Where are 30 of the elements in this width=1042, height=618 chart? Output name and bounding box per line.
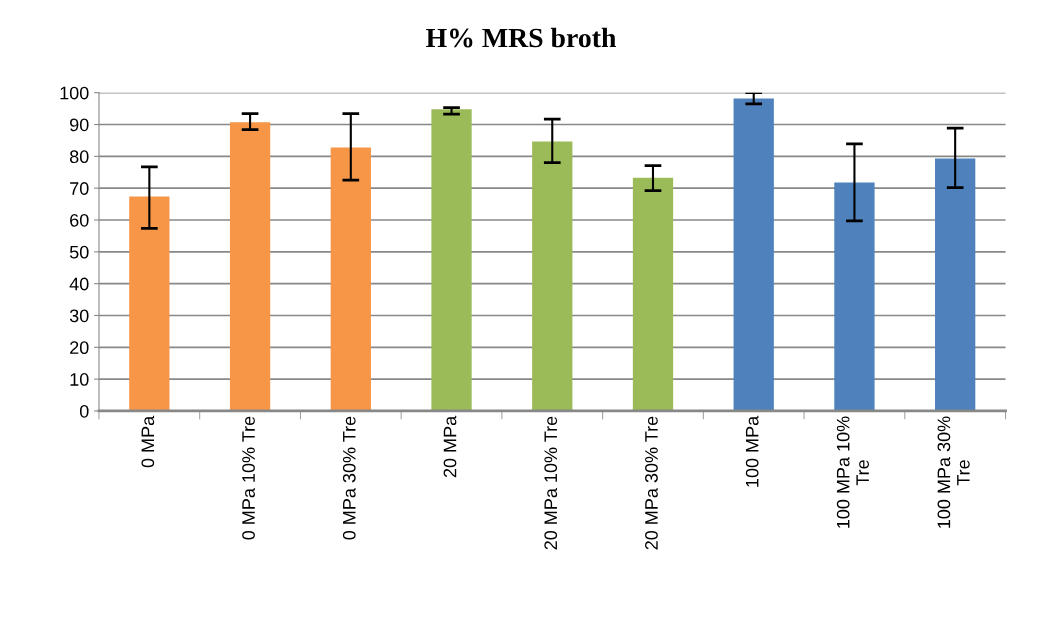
y-tick-label: 50 xyxy=(69,245,89,259)
bar xyxy=(129,196,170,411)
bar xyxy=(431,109,472,411)
bar xyxy=(632,177,674,411)
x-tick-label: 100 MPa xyxy=(745,415,759,487)
bar xyxy=(532,141,573,411)
bar xyxy=(834,182,875,411)
x-tick-label: 0 MPa 30% Tre xyxy=(342,416,356,540)
y-tick-label: 10 xyxy=(70,373,89,386)
x-tick-label: 100 MPa 10% Tre xyxy=(836,416,870,528)
bar xyxy=(935,158,976,411)
y-tick-label: 30 xyxy=(69,309,89,323)
y-tick-label: 0 xyxy=(79,404,89,418)
y-tick-label: 80 xyxy=(69,150,89,164)
y-tick-label: 90 xyxy=(70,118,89,132)
chart-title: H% MRS broth xyxy=(426,27,617,48)
x-tick-label: 20 MPa 10% Tre xyxy=(544,416,558,550)
x-tick-label: 0 MPa 10% Tre xyxy=(242,416,255,540)
bar xyxy=(733,98,774,411)
x-tick-label: 20 MPa 30% Tre xyxy=(645,416,658,550)
x-tick-label: 100 MPa 30% Tre xyxy=(937,416,970,528)
y-tick-label: 20 xyxy=(70,341,89,355)
y-tick-label: 40 xyxy=(69,277,89,291)
bar xyxy=(330,147,371,411)
x-tick-label: 20 MPa xyxy=(443,415,457,478)
x-tick-label: 0 MPa xyxy=(141,415,155,468)
y-tick-label: 100 xyxy=(60,86,89,100)
y-tick-label: 60 xyxy=(70,213,89,227)
y-tick-label: 70 xyxy=(70,182,89,195)
bar xyxy=(229,122,271,411)
